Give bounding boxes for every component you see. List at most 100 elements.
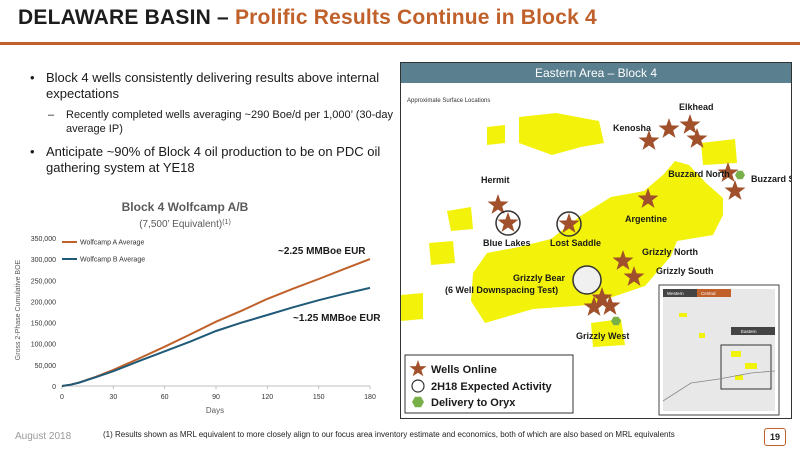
star-icon xyxy=(591,287,613,307)
map-labels: Elkhead Kenosha Buzzard North Buzzard So… xyxy=(445,102,791,341)
inset-tract xyxy=(679,313,687,317)
star-icon xyxy=(637,188,659,208)
star-icon xyxy=(717,162,739,182)
y-tick-label: 200,000 xyxy=(31,299,56,306)
star-icon xyxy=(679,114,701,134)
chart-container: Block 4 Wolfcamp A/B (7,500’ Equivalent)… xyxy=(0,196,400,416)
x-tick-label: 120 xyxy=(261,394,273,401)
x-tick-label: 60 xyxy=(161,394,169,401)
bullet-list: Block 4 wells consistently delivering re… xyxy=(30,70,395,182)
well-stars xyxy=(487,114,746,316)
hexagon-icon xyxy=(735,170,745,180)
x-tick-label: 180 xyxy=(364,394,376,401)
inset-tract xyxy=(699,333,705,338)
bullet-2: Anticipate ~90% of Block 4 oil productio… xyxy=(30,144,395,176)
circle-icon xyxy=(411,379,425,393)
inset-tract xyxy=(735,375,743,380)
acreage-main xyxy=(471,161,723,323)
inset-tract xyxy=(731,351,741,357)
legend-expected: 2H18 Expected Activity xyxy=(431,381,553,393)
x-axis-label: Days xyxy=(206,406,224,415)
y-tick-label: 50,000 xyxy=(35,363,57,370)
inset-eastern: Eastern xyxy=(741,329,757,334)
x-tick-label: 30 xyxy=(109,394,117,401)
star-icon xyxy=(658,118,680,138)
acreage-tract-6 xyxy=(701,139,737,165)
map-header: Eastern Area – Block 4 xyxy=(401,63,791,83)
y-tick-label: 150,000 xyxy=(31,321,56,328)
footer-date: August 2018 xyxy=(15,431,72,442)
label-argentine: Argentine xyxy=(625,214,667,224)
inset-western: Western xyxy=(667,291,684,296)
y-tick-label: 350,000 xyxy=(31,236,56,243)
inset-central: Central xyxy=(701,291,716,296)
star-icon xyxy=(686,128,708,148)
chart-subtitle-text: (7,500’ Equivalent) xyxy=(139,219,222,230)
acreage-tract-5 xyxy=(401,293,423,321)
page-title: DELAWARE BASIN – Prolific Results Contin… xyxy=(18,6,597,30)
star-icon xyxy=(497,212,519,232)
y-tick-label: 250,000 xyxy=(31,278,56,285)
star-icon xyxy=(583,296,605,316)
star-icon xyxy=(599,295,621,315)
title-accent: Prolific Results Continue in Block 4 xyxy=(234,6,597,29)
label-elkhead: Elkhead xyxy=(679,102,714,112)
label-blue-lakes: Blue Lakes xyxy=(483,238,531,248)
inset-block4-outline xyxy=(720,344,772,390)
y-tick-label: 0 xyxy=(52,384,56,391)
label-buzzard-north: Buzzard North xyxy=(668,169,730,179)
star-icon xyxy=(409,360,427,377)
series-line-wolfcamp-b xyxy=(61,286,371,387)
label-downspacing: (6 Well Downspacing Test) xyxy=(445,285,558,295)
chart-title: Block 4 Wolfcamp A/B xyxy=(122,200,249,214)
inset-tract xyxy=(745,363,757,369)
star-icon xyxy=(558,213,580,233)
legend-label: Wolfcamp B Average xyxy=(80,257,145,264)
label-lost-saddle: Lost Saddle xyxy=(550,238,601,248)
label-grizzly-south: Grizzly South xyxy=(656,266,714,276)
expected-circles xyxy=(495,210,582,237)
inset-map: Western Central Eastern xyxy=(658,284,780,416)
label-buzzard-south: Buzzard South xyxy=(751,174,791,184)
production-chart: Block 4 Wolfcamp A/B (7,500’ Equivalent)… xyxy=(15,200,381,415)
y-tick-label: 100,000 xyxy=(31,342,56,349)
acreage-polygons xyxy=(401,113,737,347)
inset-western-tab xyxy=(663,289,697,297)
label-grizzly-bear: Grizzly Bear xyxy=(513,273,566,283)
x-tick-label: 90 xyxy=(212,394,220,401)
bullet-1: Block 4 wells consistently delivering re… xyxy=(30,70,395,102)
y-axis-label: Gross 2-Phase Cumulative BOE xyxy=(15,259,22,360)
inset-eastern-tab xyxy=(731,327,775,335)
footnote: (1) Results shown as MRL equivalent to m… xyxy=(103,430,675,439)
label-kenosha: Kenosha xyxy=(613,123,652,133)
chart-subtitle-sup: (1) xyxy=(222,219,231,226)
circle-icon xyxy=(572,265,602,295)
page-number: 19 xyxy=(764,428,786,446)
chart-legend: Wolfcamp A Average Wolfcamp B Average xyxy=(62,240,145,264)
title-divider xyxy=(0,42,800,45)
circle-icon xyxy=(556,211,582,237)
y-tick-label: 300,000 xyxy=(31,257,56,264)
sub-bullet-1: Recently completed wells averaging ~290 … xyxy=(30,108,395,136)
acreage-tract-2 xyxy=(447,207,473,231)
circle-icon xyxy=(495,210,521,236)
chart-subtitle: (7,500’ Equivalent)(1) xyxy=(139,219,231,230)
label-buzzard-north-text: Buzzard North xyxy=(668,169,730,179)
x-tick-label: 0 xyxy=(60,394,64,401)
hexagon-icon xyxy=(611,316,621,326)
acreage-tract-4 xyxy=(591,319,625,347)
legend-label: Wolfcamp A Average xyxy=(80,240,144,247)
label-grizzly-north: Grizzly North xyxy=(642,247,698,257)
block4-map: Eastern Area – Block 4 Approximate Surfa… xyxy=(400,62,792,419)
acreage-north xyxy=(519,113,604,155)
chart-series xyxy=(61,258,371,387)
title-main: DELAWARE BASIN – xyxy=(18,6,235,29)
star-icon xyxy=(623,266,645,286)
chart-axes: 0 50,000 100,000 150,000 200,000 250,000 300,0… xyxy=(31,236,376,401)
star-icon xyxy=(724,180,746,200)
inset-bg xyxy=(663,289,775,411)
star-icon xyxy=(612,250,634,270)
legend-delivery: Delivery to Oryx xyxy=(431,397,516,409)
inset-central-tab xyxy=(697,289,731,297)
star-icon xyxy=(638,130,660,150)
